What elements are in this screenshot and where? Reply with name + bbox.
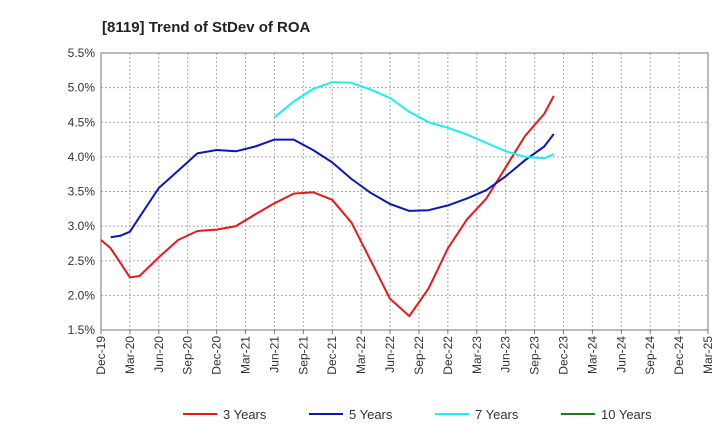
series-lines [100, 81, 555, 318]
legend-label: 5 Years [349, 407, 393, 422]
x-tick-label: Jun-20 [152, 336, 166, 373]
plot-area-border [100, 52, 709, 331]
legend-label: 3 Years [223, 407, 267, 422]
legend[interactable]: 3 Years 5 Years 7 Years 10 Years [183, 407, 652, 422]
x-tick-label: Sep-22 [412, 336, 426, 375]
x-tick-label: Dec-19 [94, 336, 108, 375]
x-tick-label: Mar-20 [123, 336, 137, 374]
y-tick-label: 5.5% [68, 46, 96, 60]
x-tick-label: Jun-22 [383, 336, 397, 373]
chart-title: [8119] Trend of StDev of ROA [102, 19, 311, 36]
y-axis: 1.5% 2.0% 2.5% 3.0% 3.5% 4.0% 4.5% 5.0% 5.5% [68, 46, 96, 337]
x-tick-label: Mar-25 [701, 336, 715, 374]
legend-item[interactable]: 5 Years [309, 407, 393, 422]
x-tick-label: Jun-21 [267, 336, 281, 373]
x-tick-label: Mar-21 [239, 336, 253, 374]
x-tick-label: Jun-24 [614, 336, 628, 373]
x-tick-label: Dec-23 [556, 336, 570, 375]
grid [100, 52, 709, 331]
y-tick-label: 4.0% [68, 150, 96, 164]
y-tick-label: 1.5% [68, 323, 96, 337]
legend-item[interactable]: 3 Years [183, 407, 267, 422]
y-tick-label: 2.5% [68, 254, 96, 268]
y-tick-label: 4.5% [68, 115, 96, 129]
series-line [273, 81, 555, 160]
x-tick-label: Mar-22 [354, 336, 368, 374]
y-tick-label: 3.5% [68, 185, 96, 199]
x-tick-label: Jun-23 [499, 336, 513, 373]
x-tick-label: Mar-24 [585, 336, 599, 374]
x-tick-label: Dec-24 [672, 336, 686, 375]
x-tick-label: Dec-20 [210, 336, 224, 375]
y-tick-label: 3.0% [68, 219, 96, 233]
x-tick-label: Sep-23 [528, 336, 542, 375]
legend-label: 10 Years [601, 407, 652, 422]
x-tick-label: Dec-21 [325, 336, 339, 375]
legend-item[interactable]: 10 Years [561, 407, 652, 422]
x-tick-label: Sep-20 [181, 336, 195, 375]
series-line [110, 133, 555, 239]
series-line [100, 95, 555, 318]
x-tick-label: Dec-22 [441, 336, 455, 375]
legend-label: 7 Years [475, 407, 519, 422]
y-tick-label: 5.0% [68, 81, 96, 95]
y-tick-label: 2.0% [68, 288, 96, 302]
x-tick-label: Sep-21 [296, 336, 310, 375]
x-tick-label: Sep-24 [643, 336, 657, 375]
x-tick-label: Mar-23 [470, 336, 484, 374]
x-axis: Dec-19 Mar-20 Jun-20 Sep-20 Dec-20 Mar-21 Jun-… [94, 330, 715, 375]
legend-item[interactable]: 7 Years [435, 407, 519, 422]
